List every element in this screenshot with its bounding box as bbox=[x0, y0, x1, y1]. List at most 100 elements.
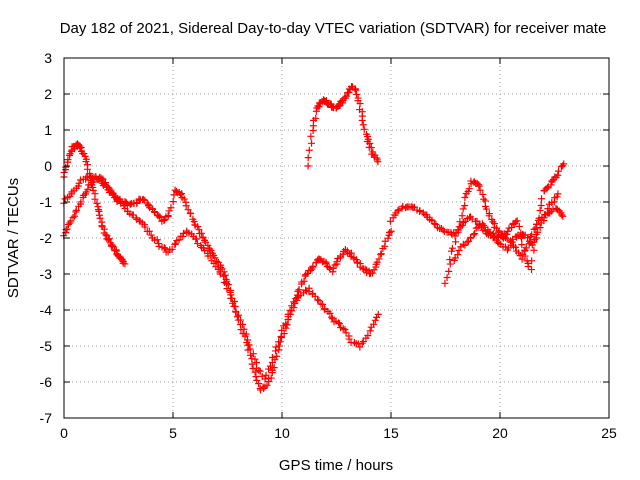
data-point bbox=[262, 371, 270, 379]
data-point bbox=[312, 114, 320, 122]
data-point bbox=[354, 340, 362, 348]
data-point bbox=[538, 195, 546, 203]
data-point bbox=[387, 227, 395, 235]
data-point bbox=[282, 320, 290, 328]
data-point bbox=[233, 313, 241, 321]
data-point bbox=[518, 241, 526, 249]
data-point bbox=[311, 292, 319, 300]
data-point bbox=[356, 343, 364, 351]
data-point bbox=[96, 214, 104, 222]
data-point bbox=[255, 367, 263, 375]
data-point bbox=[109, 243, 117, 251]
data-point bbox=[513, 217, 521, 225]
data-point bbox=[266, 362, 274, 370]
data-point bbox=[555, 167, 563, 175]
data-point bbox=[544, 205, 552, 213]
data-point bbox=[206, 252, 214, 260]
data-point bbox=[533, 234, 541, 242]
data-point bbox=[524, 234, 532, 242]
data-point bbox=[374, 310, 382, 318]
data-point bbox=[341, 94, 349, 102]
data-point bbox=[302, 286, 310, 294]
data-point bbox=[175, 236, 183, 244]
data-point bbox=[560, 160, 568, 168]
data-point bbox=[104, 183, 112, 191]
data-point bbox=[558, 211, 566, 219]
y-tick-label: 1 bbox=[44, 122, 52, 138]
data-point bbox=[155, 242, 163, 250]
data-point bbox=[317, 256, 325, 264]
data-point bbox=[470, 231, 478, 239]
data-point bbox=[67, 217, 75, 225]
data-point bbox=[504, 227, 512, 235]
data-point bbox=[120, 202, 128, 210]
data-point bbox=[171, 240, 179, 248]
data-point bbox=[153, 236, 161, 244]
data-point bbox=[463, 238, 471, 246]
data-point bbox=[156, 213, 164, 221]
data-point bbox=[88, 174, 96, 182]
data-point bbox=[554, 190, 562, 198]
data-point bbox=[386, 217, 394, 225]
data-point bbox=[260, 384, 268, 392]
y-tick-label: 2 bbox=[44, 86, 52, 102]
data-point bbox=[459, 240, 467, 248]
data-point bbox=[536, 207, 544, 215]
data-point bbox=[139, 195, 147, 203]
data-point bbox=[273, 352, 281, 360]
data-point bbox=[536, 224, 544, 232]
data-point bbox=[498, 233, 506, 241]
y-tick-label: -6 bbox=[40, 374, 53, 390]
data-point bbox=[102, 231, 110, 239]
data-point bbox=[515, 222, 523, 230]
data-point bbox=[295, 286, 303, 294]
data-point bbox=[251, 368, 259, 376]
data-point bbox=[198, 229, 206, 237]
data-point bbox=[548, 177, 556, 185]
data-point bbox=[528, 266, 536, 274]
data-point bbox=[454, 228, 462, 236]
data-point bbox=[319, 301, 327, 309]
data-point bbox=[461, 202, 469, 210]
x-axis-label: GPS time / hours bbox=[279, 457, 393, 474]
data-point bbox=[240, 325, 248, 333]
data-point bbox=[377, 250, 385, 258]
data-point bbox=[229, 299, 237, 307]
data-point bbox=[439, 226, 447, 234]
data-point bbox=[314, 296, 322, 304]
data-point bbox=[366, 139, 374, 147]
data-point bbox=[360, 125, 368, 133]
data-point bbox=[84, 185, 92, 193]
data-point bbox=[358, 116, 366, 124]
data-point bbox=[186, 209, 194, 217]
data-point bbox=[284, 310, 292, 318]
grid bbox=[64, 58, 609, 418]
x-tick-label: 10 bbox=[274, 425, 290, 441]
data-point bbox=[359, 121, 367, 129]
data-point bbox=[441, 279, 449, 287]
x-tick-labels: 0 5 10 15 20 25 bbox=[60, 425, 617, 441]
data-point bbox=[220, 272, 228, 280]
data-point bbox=[458, 212, 466, 220]
data-point bbox=[554, 171, 562, 179]
data-point bbox=[237, 316, 245, 324]
data-point bbox=[454, 251, 462, 259]
data-point bbox=[522, 244, 530, 252]
data-point bbox=[242, 330, 250, 338]
data-point bbox=[256, 367, 264, 375]
data-point bbox=[361, 265, 369, 273]
data-point bbox=[528, 241, 536, 249]
data-point bbox=[105, 235, 113, 243]
data-point bbox=[325, 264, 333, 272]
data-point bbox=[232, 308, 240, 316]
data-point bbox=[416, 207, 424, 215]
data-point bbox=[540, 214, 548, 222]
series-track-d bbox=[304, 82, 382, 170]
data-point bbox=[164, 212, 172, 220]
data-point bbox=[255, 380, 263, 388]
data-point bbox=[270, 364, 278, 372]
data-point bbox=[459, 205, 467, 213]
data-point bbox=[206, 245, 214, 253]
data-point bbox=[145, 227, 153, 235]
